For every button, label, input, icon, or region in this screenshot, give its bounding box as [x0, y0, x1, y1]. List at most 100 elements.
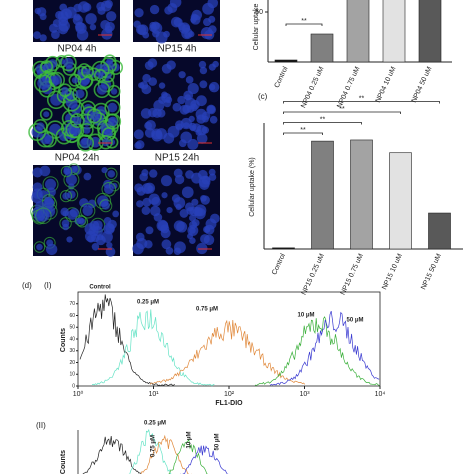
cell-membrane: [39, 107, 53, 121]
nucleus: [144, 61, 154, 70]
cell-membrane: [68, 73, 82, 87]
nucleus: [63, 168, 70, 175]
nucleus: [189, 125, 196, 132]
nucleus: [39, 133, 51, 145]
significance-label: **: [300, 127, 306, 134]
y-tick-label: 70: [69, 301, 75, 307]
nucleus: [176, 221, 188, 233]
nucleus: [110, 88, 118, 95]
y-tick-label: 40: [69, 336, 75, 342]
nucleus: [82, 205, 93, 216]
nucleus: [188, 115, 195, 123]
nucleus: [189, 237, 196, 245]
nucleus: [179, 209, 189, 218]
nucleus: [153, 99, 165, 111]
nucleus: [36, 122, 45, 131]
nucleus: [177, 95, 186, 105]
nucleus: [60, 207, 69, 217]
significance-label: **: [359, 95, 365, 102]
bar-chart: Cellular uptake (%) Control NP15 0.25 uM NP…: [249, 92, 463, 296]
cell-membrane: [86, 108, 102, 124]
nucleus: [144, 240, 153, 249]
significance-bracket: [283, 122, 362, 125]
nucleus: [101, 231, 113, 243]
nucleus: [83, 172, 92, 181]
nucleus: [144, 121, 153, 130]
nucleus: [137, 24, 149, 36]
nucleus: [85, 13, 97, 25]
nucleus: [78, 1, 90, 13]
annotation: 0.25 μM: [137, 300, 159, 306]
cell-membrane: [72, 86, 88, 102]
nucleus: [187, 225, 199, 236]
x-tick-label: NP04 10 uM: [375, 66, 398, 104]
nucleus: [32, 167, 43, 178]
y-tick-label: 20: [69, 360, 75, 366]
bar: [346, 0, 370, 63]
bar: [389, 152, 412, 250]
cell-membrane: [28, 123, 47, 141]
bar: [310, 33, 334, 63]
bar: [274, 59, 298, 63]
nucleus: [50, 93, 63, 106]
histogram-trace: [82, 436, 142, 474]
cell-membrane: [93, 81, 111, 99]
cell-membrane: [101, 181, 117, 197]
y-axis-label: Counts: [60, 450, 67, 474]
nucleus: [103, 216, 112, 225]
cell-membrane: [33, 74, 53, 93]
nucleus: [106, 11, 117, 22]
nucleus: [140, 108, 152, 119]
nucleus: [103, 184, 114, 195]
nucleus: [31, 191, 44, 204]
cell-membrane: [33, 241, 46, 253]
bar: [350, 139, 373, 250]
nucleus: [83, 126, 91, 134]
nucleus: [167, 2, 178, 13]
x-tick-label: NP15 0.25 uM: [301, 253, 326, 297]
y-tick-label: 50: [69, 325, 75, 331]
y-tick-label: 10: [69, 372, 75, 378]
nucleus: [182, 104, 192, 114]
nucleus: [196, 133, 208, 144]
nucleus: [186, 206, 195, 215]
y-tick-label: 60: [69, 313, 75, 319]
nucleus: [208, 173, 217, 181]
nucleus: [37, 210, 50, 222]
nucleus: [43, 197, 55, 209]
nucleus: [107, 102, 118, 113]
cell-membrane: [81, 65, 95, 79]
nucleus: [199, 80, 208, 89]
nucleus: [191, 9, 203, 21]
nucleus: [37, 77, 49, 90]
bar: [311, 140, 334, 250]
nucleus: [153, 213, 163, 222]
x-tick-label: NP15 0.75 uM: [340, 253, 365, 297]
histogram-trace: [140, 434, 192, 474]
nucleus: [65, 174, 77, 186]
y-tick-label: 0: [72, 383, 75, 389]
nucleus: [75, 89, 85, 99]
x-tick-label: Control: [274, 65, 290, 89]
annotation: 0.25 μM: [144, 421, 166, 427]
nucleus: [155, 128, 168, 140]
x-tick-label: NP15 10 uM: [381, 253, 404, 291]
image-label: NP15 24h: [155, 153, 199, 164]
nucleus: [144, 127, 155, 138]
cell-membrane: [104, 113, 122, 130]
nucleus: [45, 178, 57, 190]
y-tick-label: 30: [69, 348, 75, 354]
histogram-trace: [149, 319, 306, 385]
nucleus: [161, 192, 168, 199]
nucleus: [148, 193, 160, 205]
cell-membrane: [60, 165, 73, 178]
nucleus: [200, 195, 210, 205]
nucleus: [178, 71, 186, 79]
nucleus: [72, 15, 83, 26]
nucleus: [173, 247, 182, 256]
nucleus: [43, 111, 50, 118]
nucleus: [149, 169, 158, 178]
significance-bracket: [283, 111, 401, 114]
nucleus: [35, 200, 46, 212]
cell-membrane: [60, 54, 77, 72]
